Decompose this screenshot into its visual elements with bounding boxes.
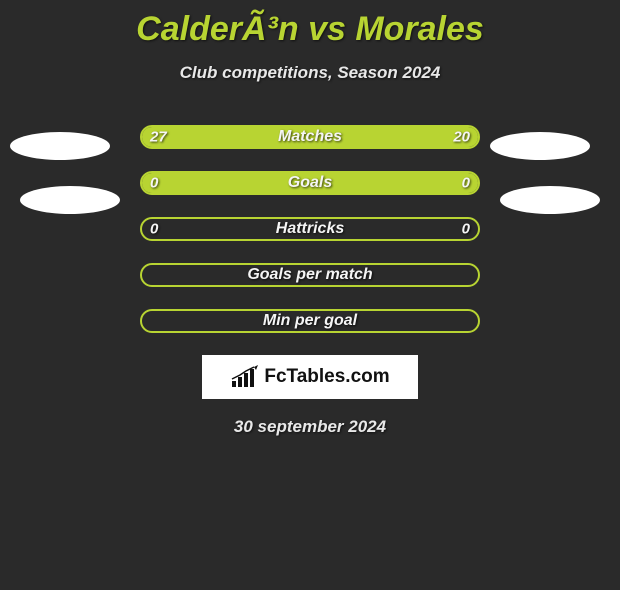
- decorative-ellipse: [500, 186, 600, 214]
- stat-bar: Min per goal: [140, 309, 480, 333]
- decorative-ellipse: [10, 132, 110, 160]
- stat-bar-value-left: 0: [150, 221, 158, 238]
- logo-text: FcTables.com: [264, 366, 389, 388]
- stat-bar-value-left: 27: [150, 129, 167, 146]
- bar-chart-icon: [230, 365, 260, 389]
- stat-bar: Goals per match: [140, 263, 480, 287]
- stat-bar-value-right: 0: [462, 175, 470, 192]
- stat-bar-label: Goals: [288, 174, 332, 192]
- stat-bar-value-left: 0: [150, 175, 158, 192]
- page-title: CalderÃ³n vs Morales: [0, 10, 620, 49]
- stat-bar: Goals 0 0: [140, 171, 480, 195]
- decorative-ellipse: [20, 186, 120, 214]
- date-text: 30 september 2024: [0, 417, 620, 437]
- stat-bar-label: Goals per match: [247, 266, 372, 284]
- stat-bar: Hattricks 0 0: [140, 217, 480, 241]
- logo-box: FcTables.com: [202, 355, 418, 399]
- stat-bar-value-right: 20: [453, 129, 470, 146]
- stat-bar-value-right: 0: [462, 221, 470, 238]
- decorative-ellipse: [490, 132, 590, 160]
- stat-bar-label: Hattricks: [276, 220, 344, 238]
- stat-bar-label: Matches: [278, 128, 342, 146]
- subtitle: Club competitions, Season 2024: [0, 63, 620, 83]
- stat-bar: Matches 27 20: [140, 125, 480, 149]
- stat-bar-label: Min per goal: [263, 312, 357, 330]
